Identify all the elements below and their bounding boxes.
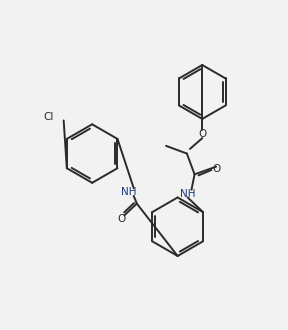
Text: NH: NH: [180, 189, 195, 199]
Text: O: O: [117, 214, 126, 224]
Text: O: O: [212, 164, 220, 174]
Text: O: O: [198, 129, 206, 139]
Text: NH: NH: [121, 187, 137, 197]
Text: Cl: Cl: [43, 112, 54, 121]
